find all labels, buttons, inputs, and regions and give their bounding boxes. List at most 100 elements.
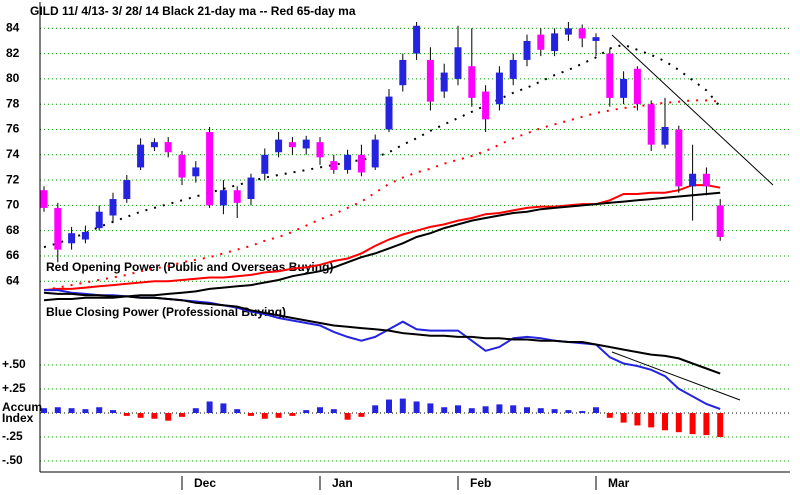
candle-body [247,177,255,200]
candle-body [399,59,407,86]
accum-bar [151,413,158,419]
candle-body [495,72,503,105]
x-tick-label: Feb [470,476,491,490]
accum-bar [54,407,61,413]
y-tick-label: Accum Index [2,400,43,425]
accum-bar [372,405,379,413]
accum-bar [206,401,213,413]
candle-body [261,154,269,174]
accum-bar [234,409,241,413]
accum-bar [551,409,558,413]
accum-bar [317,407,323,413]
accum-bar [137,413,144,418]
trend-line [611,351,741,401]
accum-bar [689,413,696,435]
candle-body [440,72,448,92]
accum-bar [606,413,613,418]
candle-body [123,180,131,200]
accum-bar [565,410,572,413]
candle-body [385,96,393,130]
accum-bar [441,407,448,413]
candle-body [164,142,172,153]
candle-body [564,28,572,35]
candle-body [40,190,48,208]
candle-body [178,154,186,178]
candle-body [95,211,103,229]
candle-body [716,205,724,237]
x-tick-label: Jan [332,476,353,490]
accum-bar [123,413,130,416]
candle-body [551,33,559,52]
candle-body [675,129,683,187]
accum-bar [82,409,89,413]
annotation: Blue Closing Power (Professional Buying) [46,305,286,319]
accum-bar [662,413,668,431]
accum-bar [220,403,227,413]
y-tick-label: -.50 [2,453,23,467]
accum-bar [248,413,254,416]
accum-bar [399,398,406,413]
x-tick-label: Dec [194,476,216,490]
y-tick-label: 80 [6,71,20,85]
candle-body [523,40,531,60]
candle-body [702,173,710,187]
candle-body [150,142,158,148]
candle-body [137,144,145,168]
accum-bar [192,408,199,413]
candle-body [620,78,628,98]
accum-bar [386,399,392,413]
accum-bar [468,408,475,413]
accum-bar [261,413,268,419]
power-line [43,191,721,302]
accum-bar [593,407,599,413]
moving-average [43,99,721,292]
accum-bar [68,408,75,413]
accum-bar [165,413,172,421]
accum-bar [524,407,530,413]
accum-bar [648,413,655,428]
accum-bar [96,407,103,413]
candle-body [330,161,338,170]
y-tick-label: 76 [6,122,20,136]
accum-bar [510,405,517,413]
candle-body [275,139,283,153]
y-tick-label: 64 [6,273,20,287]
accum-bar [634,413,641,426]
chart-title: GILD 11/ 4/13- 3/ 28/ 14 Black 21-day ma… [30,4,356,18]
candle-body [454,47,462,79]
candle-body [357,154,365,173]
trend-line [611,34,774,186]
candle-body [647,104,655,145]
y-tick-label: 66 [6,248,20,262]
accum-bar [496,404,503,413]
power-line [43,291,721,375]
accum-bar [537,408,544,413]
y-tick-label: 72 [6,172,20,186]
candle-body [482,91,490,120]
y-tick-label: +.50 [2,357,26,371]
accum-bar [620,413,627,423]
accum-bar [427,403,434,413]
candle-body [371,139,379,168]
accum-bar [675,413,682,433]
candle-body [109,199,117,216]
y-tick-label: 70 [6,198,20,212]
candle-body [592,37,600,41]
candle-body [219,190,227,206]
candle-body [344,154,352,170]
candle-body [316,142,324,158]
candle-body [54,207,62,250]
y-tick-label: +.25 [2,381,26,395]
x-tick-label: Mar [608,476,630,490]
candle-body [68,233,76,244]
candle-body [288,142,296,148]
candle-body [578,28,586,39]
accum-bar [482,406,489,413]
accum-bar [303,410,310,413]
accum-bar [358,413,365,417]
accum-bar [579,411,586,413]
accum-bar [344,413,351,420]
accum-bar [717,413,724,437]
candle-body [413,25,421,54]
